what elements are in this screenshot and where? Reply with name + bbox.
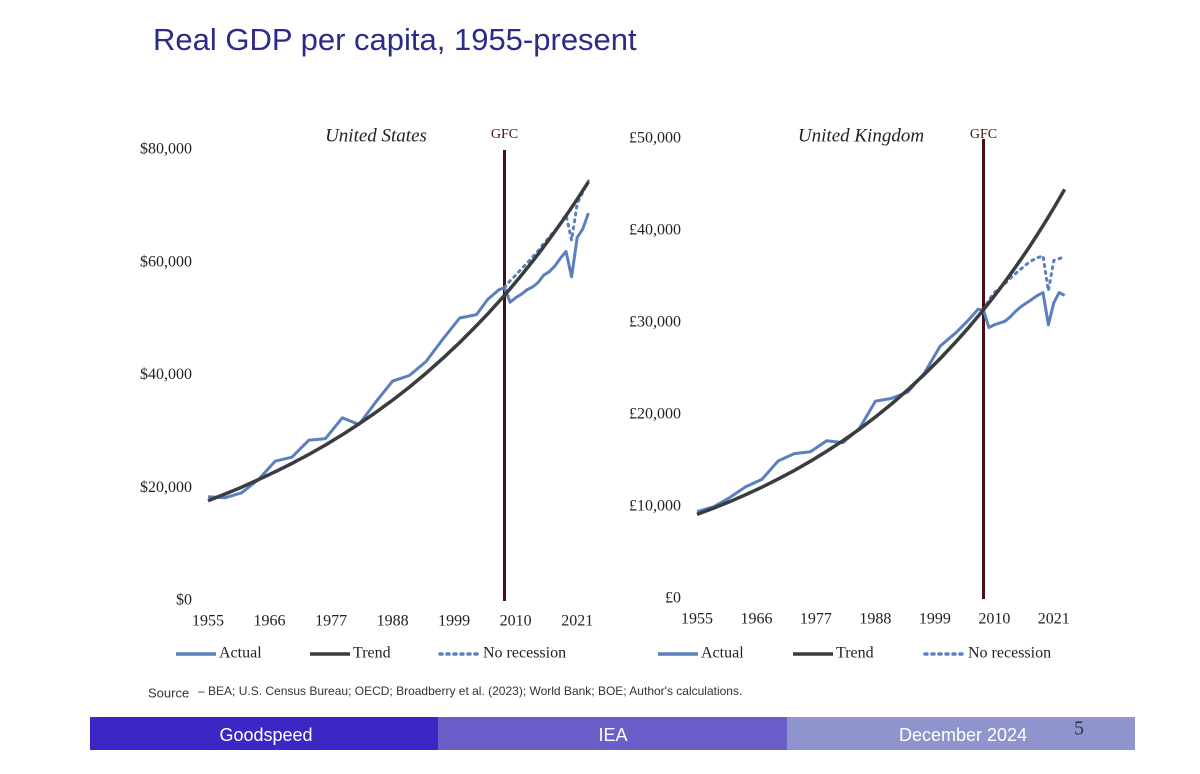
series-line [696, 188, 1067, 517]
y-tick-label: $80,000 [140, 141, 192, 158]
legend-label: No recession [483, 645, 566, 662]
x-tick-label: 1988 [859, 611, 891, 628]
series-line [696, 291, 1066, 514]
y-tick-label: $0 [176, 592, 192, 609]
y-tick-label: $60,000 [140, 253, 192, 270]
y-tick-label: £0 [665, 590, 681, 607]
x-tick-label: 1955 [681, 611, 713, 628]
slide-title: Real GDP per capita, 1955-present [153, 22, 637, 57]
y-tick-label: $20,000 [140, 479, 192, 496]
footer-org: IEA [598, 725, 627, 745]
x-tick-label: 1999 [438, 613, 470, 630]
x-tick-label: 2021 [1038, 611, 1070, 628]
legend-label: Trend [353, 645, 391, 662]
annotation: GFC [970, 127, 997, 142]
footer-segment [787, 717, 1135, 750]
y-tick-label: $40,000 [140, 366, 192, 383]
series-line [982, 254, 1067, 312]
series-line [207, 180, 590, 503]
x-tick-label: 2021 [561, 613, 593, 630]
x-tick-label: 1977 [315, 613, 347, 630]
source-text: – BEA; U.S. Census Bureau; OECD; Broadbe… [198, 684, 742, 698]
chart-subtitle: United Kingdom [798, 125, 924, 146]
annotation: GFC [491, 127, 518, 142]
x-tick-label: 2010 [978, 611, 1010, 628]
legend-label: Actual [701, 645, 744, 662]
legend-label: Trend [836, 645, 874, 662]
y-tick-label: £40,000 [629, 222, 681, 239]
y-tick-label: £30,000 [629, 314, 681, 331]
y-tick-label: £20,000 [629, 406, 681, 423]
series-line [207, 212, 590, 500]
x-tick-label: 1966 [254, 613, 286, 630]
x-tick-label: 1988 [377, 613, 409, 630]
y-tick-label: £50,000 [629, 130, 681, 147]
footer-segment [438, 717, 787, 750]
footer-author: Goodspeed [219, 725, 312, 745]
legend-label: No recession [968, 645, 1051, 662]
x-tick-label: 1977 [800, 611, 832, 628]
x-tick-label: 1966 [740, 611, 772, 628]
page-number: 5 [1074, 718, 1084, 740]
source-label: Source [148, 685, 189, 700]
legend-label: Actual [219, 645, 262, 662]
footer-date: December 2024 [899, 725, 1027, 745]
x-tick-label: 2010 [500, 613, 532, 630]
series-line [503, 179, 590, 290]
footer-segment [90, 717, 438, 750]
x-tick-label: 1999 [919, 611, 951, 628]
y-tick-label: £10,000 [629, 498, 681, 515]
chart-subtitle: United States [325, 125, 427, 146]
x-tick-label: 1955 [192, 613, 224, 630]
